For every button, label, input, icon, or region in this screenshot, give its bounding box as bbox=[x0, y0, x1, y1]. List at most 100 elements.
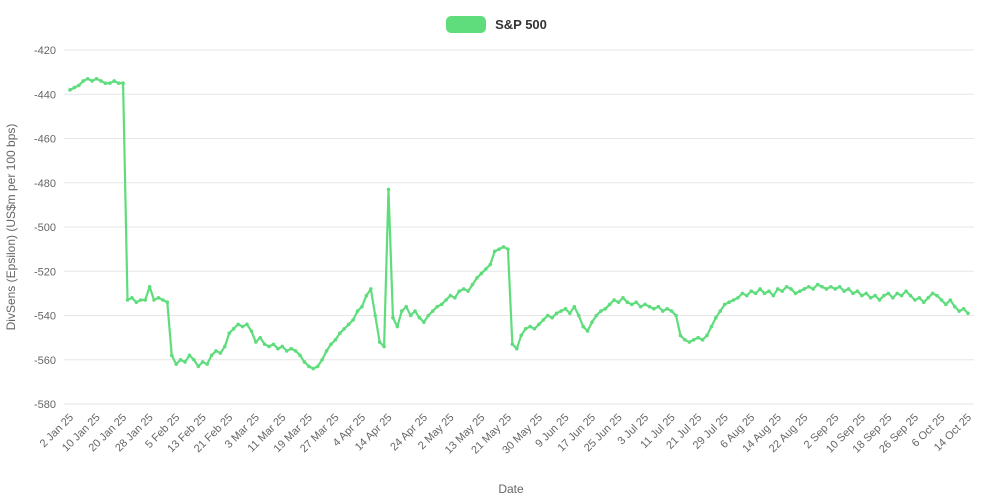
series-marker bbox=[545, 313, 550, 318]
series-marker bbox=[479, 271, 484, 276]
y-tick-label: -420 bbox=[34, 45, 56, 57]
series-marker bbox=[815, 282, 820, 287]
series-marker bbox=[532, 326, 537, 331]
series-marker bbox=[382, 344, 386, 349]
series-marker bbox=[161, 298, 165, 302]
series-marker bbox=[342, 326, 347, 331]
series-marker bbox=[882, 293, 886, 298]
y-tick-label: -460 bbox=[34, 134, 56, 146]
series-marker bbox=[740, 291, 745, 296]
series-marker bbox=[687, 340, 692, 344]
series-marker bbox=[891, 296, 895, 300]
series-marker bbox=[475, 276, 479, 280]
series-marker bbox=[758, 287, 762, 291]
series-marker bbox=[289, 346, 293, 351]
y-tick-label: -480 bbox=[34, 178, 56, 190]
series-marker bbox=[386, 187, 391, 192]
series-marker bbox=[939, 298, 944, 302]
series-marker bbox=[90, 79, 94, 83]
series-marker bbox=[169, 353, 174, 358]
series-marker bbox=[612, 298, 616, 302]
series-marker bbox=[444, 298, 448, 302]
series-marker bbox=[837, 284, 842, 289]
series-marker bbox=[705, 333, 709, 338]
series-marker bbox=[842, 289, 846, 293]
series-marker bbox=[966, 311, 970, 316]
series-marker bbox=[691, 338, 696, 342]
series-marker bbox=[192, 357, 196, 362]
series-marker bbox=[227, 331, 232, 336]
series-marker bbox=[391, 315, 395, 320]
series-marker bbox=[647, 304, 652, 309]
series-marker bbox=[669, 309, 674, 313]
series-marker bbox=[926, 296, 930, 300]
series-marker bbox=[205, 362, 209, 366]
series-marker bbox=[957, 309, 961, 313]
series-marker bbox=[568, 311, 572, 316]
series-marker bbox=[736, 296, 740, 300]
series-line-sp500[interactable] bbox=[68, 77, 970, 370]
series-marker bbox=[457, 289, 462, 293]
series-marker bbox=[231, 326, 236, 331]
series-marker bbox=[514, 346, 519, 351]
series-marker bbox=[165, 300, 170, 305]
series-marker bbox=[68, 88, 72, 92]
y-tick-label: -580 bbox=[34, 399, 56, 411]
series-marker bbox=[138, 298, 143, 302]
series-marker bbox=[152, 298, 156, 302]
series-marker bbox=[280, 344, 285, 349]
series-marker bbox=[404, 304, 409, 309]
series-marker bbox=[523, 326, 528, 331]
series-marker bbox=[603, 307, 608, 311]
series-marker bbox=[753, 291, 758, 296]
series-marker bbox=[351, 318, 355, 322]
series-marker bbox=[802, 287, 807, 291]
series-marker bbox=[868, 296, 873, 300]
series-marker bbox=[276, 346, 280, 351]
series-marker bbox=[585, 329, 590, 333]
series-marker bbox=[683, 338, 687, 342]
series-marker bbox=[811, 287, 815, 291]
series-marker bbox=[413, 309, 417, 313]
series-marker bbox=[116, 81, 121, 85]
series-marker bbox=[860, 293, 864, 298]
series-marker bbox=[218, 351, 223, 355]
series-marker bbox=[174, 362, 178, 366]
series-marker bbox=[85, 76, 90, 81]
series-marker bbox=[307, 364, 311, 369]
series-marker bbox=[638, 304, 643, 309]
series-marker bbox=[793, 291, 798, 296]
series-marker bbox=[944, 302, 948, 307]
series-marker bbox=[634, 300, 639, 305]
series-marker bbox=[833, 287, 838, 291]
series-marker bbox=[899, 293, 904, 298]
series-marker bbox=[125, 298, 130, 302]
series-marker bbox=[930, 291, 935, 296]
series-marker bbox=[714, 315, 718, 320]
series-marker bbox=[917, 296, 922, 300]
series-marker bbox=[718, 309, 723, 313]
series-marker bbox=[660, 309, 665, 313]
series-marker bbox=[245, 322, 249, 327]
series-marker bbox=[767, 289, 771, 293]
series-marker bbox=[430, 309, 435, 313]
series-marker bbox=[187, 353, 192, 358]
y-tick-label: -440 bbox=[34, 89, 56, 101]
series-marker bbox=[360, 304, 364, 309]
series-marker bbox=[877, 298, 882, 302]
series-marker bbox=[607, 302, 612, 307]
series-marker bbox=[94, 76, 99, 81]
series-marker bbox=[576, 313, 581, 318]
series-marker bbox=[77, 83, 81, 88]
series-marker bbox=[377, 340, 382, 344]
series-marker bbox=[329, 342, 333, 347]
series-marker bbox=[908, 293, 913, 298]
legend-item-sp500[interactable]: S&P 500 bbox=[446, 16, 547, 33]
series-marker bbox=[820, 284, 824, 289]
series-marker bbox=[302, 360, 307, 364]
series-marker bbox=[183, 360, 187, 364]
series-marker bbox=[298, 353, 302, 358]
series-marker bbox=[594, 313, 599, 318]
series-marker bbox=[364, 293, 369, 298]
